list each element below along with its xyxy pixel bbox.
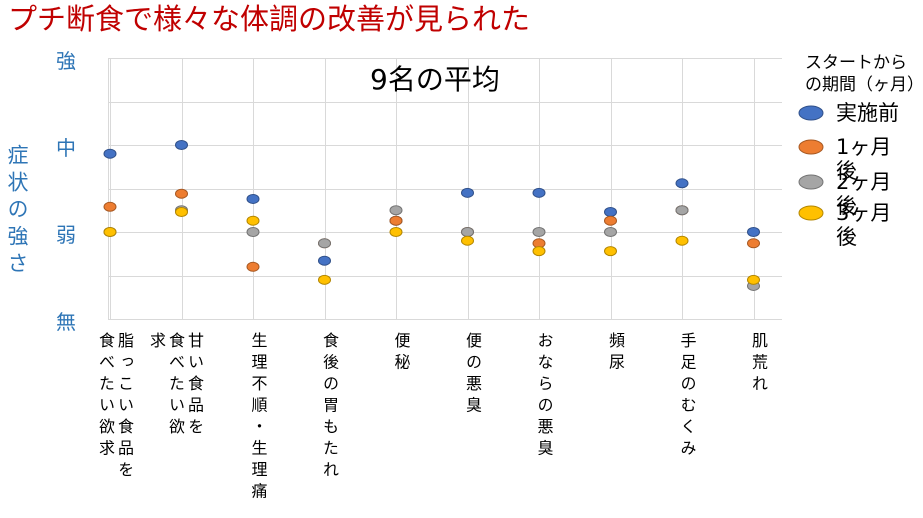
point-series1-category6	[461, 187, 474, 198]
legend-label-1-month: 1ヶ月後	[836, 135, 892, 183]
x-tick-label-4: 食後の胃もたれ	[320, 332, 339, 483]
x-tick-label-10: 肌荒れ	[749, 332, 768, 397]
x-tick-label-5: 便秘	[391, 332, 411, 375]
x-tick-label-1: 脂っこい食品を食べたい欲求	[96, 332, 134, 483]
y-axis-title: 症状の強さ	[5, 144, 29, 279]
point-series4-category2	[175, 206, 188, 217]
point-series1-category3	[246, 193, 260, 204]
legend-marker-1-month	[798, 139, 824, 155]
point-series4-category1	[103, 227, 117, 237]
point-series3-category8	[604, 227, 617, 237]
x-tick-label-3: 生理不順・生理痛	[248, 332, 268, 504]
x-tick-label-8: 頻尿	[606, 332, 625, 375]
point-series4-category6	[461, 235, 474, 246]
point-series3-category7	[532, 227, 546, 237]
point-series1-category8	[604, 206, 617, 217]
point-series4-category4	[318, 274, 331, 285]
point-series4-category9	[675, 235, 689, 246]
point-series2-category10	[747, 238, 760, 249]
legend-label-2-months: 2ヶ月後	[836, 170, 892, 218]
point-series4-category7	[532, 246, 546, 257]
point-series3-category9	[675, 205, 689, 216]
legend-title: スタートからの期間（ヶ月）	[805, 53, 923, 95]
legend-marker-before	[798, 105, 824, 121]
y-tick-label-strong: 強	[56, 49, 76, 73]
legend-marker-3-months	[798, 205, 824, 221]
point-series3-category3	[246, 227, 260, 237]
point-series4-category8	[604, 246, 617, 257]
point-series1-category7	[532, 187, 546, 198]
point-series4-category3	[246, 215, 260, 226]
legend-label-before: 実施前	[836, 101, 899, 125]
x-tick-label-7: おならの悪臭	[534, 332, 554, 461]
chart-title: 9名の平均	[370, 63, 500, 96]
point-series4-category5	[389, 227, 403, 237]
point-series1-category2	[175, 140, 188, 150]
page-title: プチ断食で様々な体調の改善が見られた	[8, 2, 531, 36]
point-series1-category4	[318, 255, 331, 266]
legend-marker-2-months	[798, 174, 824, 190]
point-series2-category1	[103, 201, 117, 212]
y-tick-label-medium: 中	[56, 136, 76, 160]
legend-label-3-months: 3ヶ月後	[836, 201, 892, 249]
point-series3-category6	[461, 227, 474, 237]
point-series2-category2	[175, 188, 188, 199]
point-series4-category10	[747, 274, 760, 285]
point-series1-category1	[103, 148, 117, 159]
x-tick-label-9: 手足のむくみ	[677, 332, 697, 461]
y-tick-label-weak: 弱	[56, 223, 76, 247]
point-series2-category3	[246, 261, 260, 272]
point-series3-category4	[318, 238, 331, 249]
point-series2-category8	[604, 215, 617, 226]
x-tick-label-6: 便の悪臭	[463, 332, 482, 418]
x-tick-label-2: 甘い食品を食べたい欲求	[147, 332, 204, 440]
point-series1-category9	[675, 178, 689, 189]
point-series2-category5	[389, 215, 403, 226]
data-points	[103, 140, 760, 291]
point-series3-category5	[389, 205, 403, 216]
point-series1-category10	[747, 227, 760, 237]
y-tick-label-none: 無	[56, 310, 76, 334]
